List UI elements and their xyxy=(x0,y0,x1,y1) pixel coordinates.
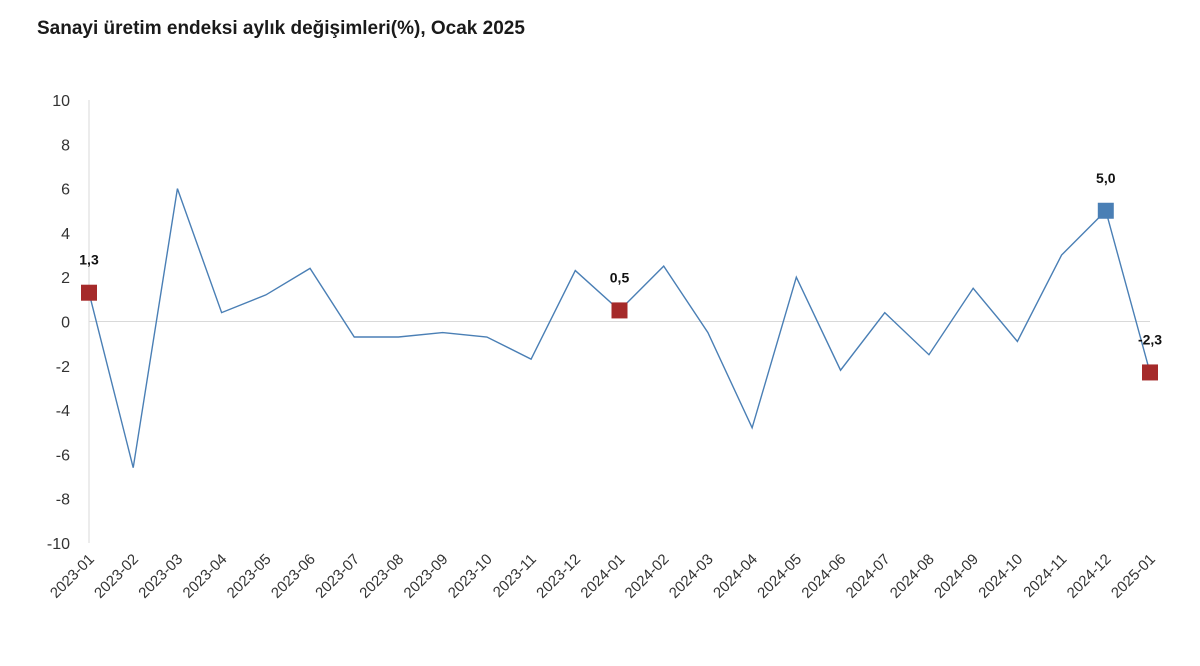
highlight-marker xyxy=(1097,202,1114,219)
x-tick-label: 2023-08 xyxy=(356,551,407,602)
data-label: 0,5 xyxy=(610,269,630,285)
x-tick-label: 2023-04 xyxy=(179,551,230,602)
y-tick-label: -4 xyxy=(56,403,70,420)
y-tick-label: 6 xyxy=(61,182,70,199)
x-tick-label: 2023-10 xyxy=(445,551,496,602)
x-tick-label: 2023-03 xyxy=(135,551,186,602)
x-tick-label: 2024-11 xyxy=(1020,551,1070,601)
data-label: 5,0 xyxy=(1096,170,1116,186)
y-tick-label: -2 xyxy=(56,359,70,376)
x-tick-label: 2024-06 xyxy=(798,551,849,602)
highlight-marker xyxy=(81,284,97,301)
y-tick-label: 0 xyxy=(61,315,70,332)
x-tick-label: 2023-06 xyxy=(268,551,319,602)
x-tick-label: 2023-07 xyxy=(312,551,363,602)
x-tick-label: 2024-01 xyxy=(577,551,628,602)
highlight-markers xyxy=(81,202,1158,381)
x-tick-label: 2024-10 xyxy=(975,551,1026,602)
y-tick-label: 4 xyxy=(61,226,70,243)
y-tick-label: -6 xyxy=(56,447,70,464)
data-labels: 1,3 0,5 5,0 -2,3 xyxy=(79,170,1162,348)
x-tick-label: 2024-08 xyxy=(887,551,938,602)
data-label: 1,3 xyxy=(79,252,99,268)
x-tick-label: 2023-09 xyxy=(401,551,452,602)
highlight-marker xyxy=(611,302,628,319)
data-label: -2,3 xyxy=(1138,331,1162,347)
x-tick-label: 2023-11 xyxy=(490,551,540,601)
x-tick-label: 2024-04 xyxy=(710,551,761,602)
x-tick-label: 2024-09 xyxy=(931,551,982,602)
x-tick-label: 2023-01 xyxy=(47,551,98,602)
x-tick-label: 2023-02 xyxy=(91,551,142,602)
x-tick-label: 2024-02 xyxy=(622,551,673,602)
y-tick-label: 10 xyxy=(52,93,70,110)
x-tick-label: 2024-07 xyxy=(843,551,894,602)
highlight-marker xyxy=(1142,364,1158,381)
x-tick-label: 2025-01 xyxy=(1108,551,1159,602)
x-tick-label: 2024-05 xyxy=(754,551,805,602)
x-tick-label: 2023-05 xyxy=(224,551,275,602)
y-tick-label: 2 xyxy=(61,270,70,287)
x-tick-label: 2024-12 xyxy=(1064,551,1115,602)
series-line xyxy=(88,188,1151,468)
x-tick-label: 2023-12 xyxy=(533,551,584,602)
y-tick-label: 8 xyxy=(61,137,70,154)
y-tick-label: -8 xyxy=(56,492,70,509)
y-axis-ticks: 10 8 6 4 2 0 -2 -4 -6 -8 -10 xyxy=(47,93,70,553)
y-tick-label: -10 xyxy=(47,536,70,553)
x-axis-ticks: 2023-012023-022023-032023-042023-052023-… xyxy=(47,551,1159,602)
chart-title: Sanayi üretim endeksi aylık değişimleri(… xyxy=(37,18,525,39)
x-tick-label: 2024-03 xyxy=(666,551,717,602)
